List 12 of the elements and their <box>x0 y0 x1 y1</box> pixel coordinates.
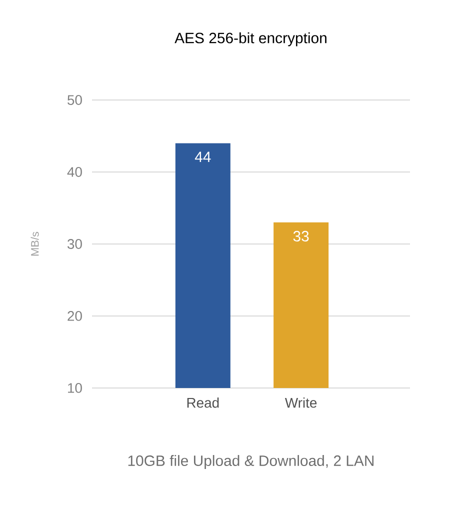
y-tick-label: 10 <box>68 383 82 393</box>
data-label: 44 <box>194 152 211 162</box>
data-label: 33 <box>293 230 309 242</box>
y-tick-label: 50 <box>68 95 82 105</box>
y-tick-label: 20 <box>68 311 82 321</box>
chart-title: AES 256-bit encryption <box>174 32 326 46</box>
y-tick-label: 40 <box>67 167 82 177</box>
x-tick-label: Write <box>284 398 317 408</box>
y-axis-title: MB/s <box>30 232 39 256</box>
y-tick-label: 30 <box>67 239 82 249</box>
x-tick-label: Read <box>187 398 219 408</box>
text: 10GB file Upload & Download, 2 LAN <box>128 455 374 469</box>
